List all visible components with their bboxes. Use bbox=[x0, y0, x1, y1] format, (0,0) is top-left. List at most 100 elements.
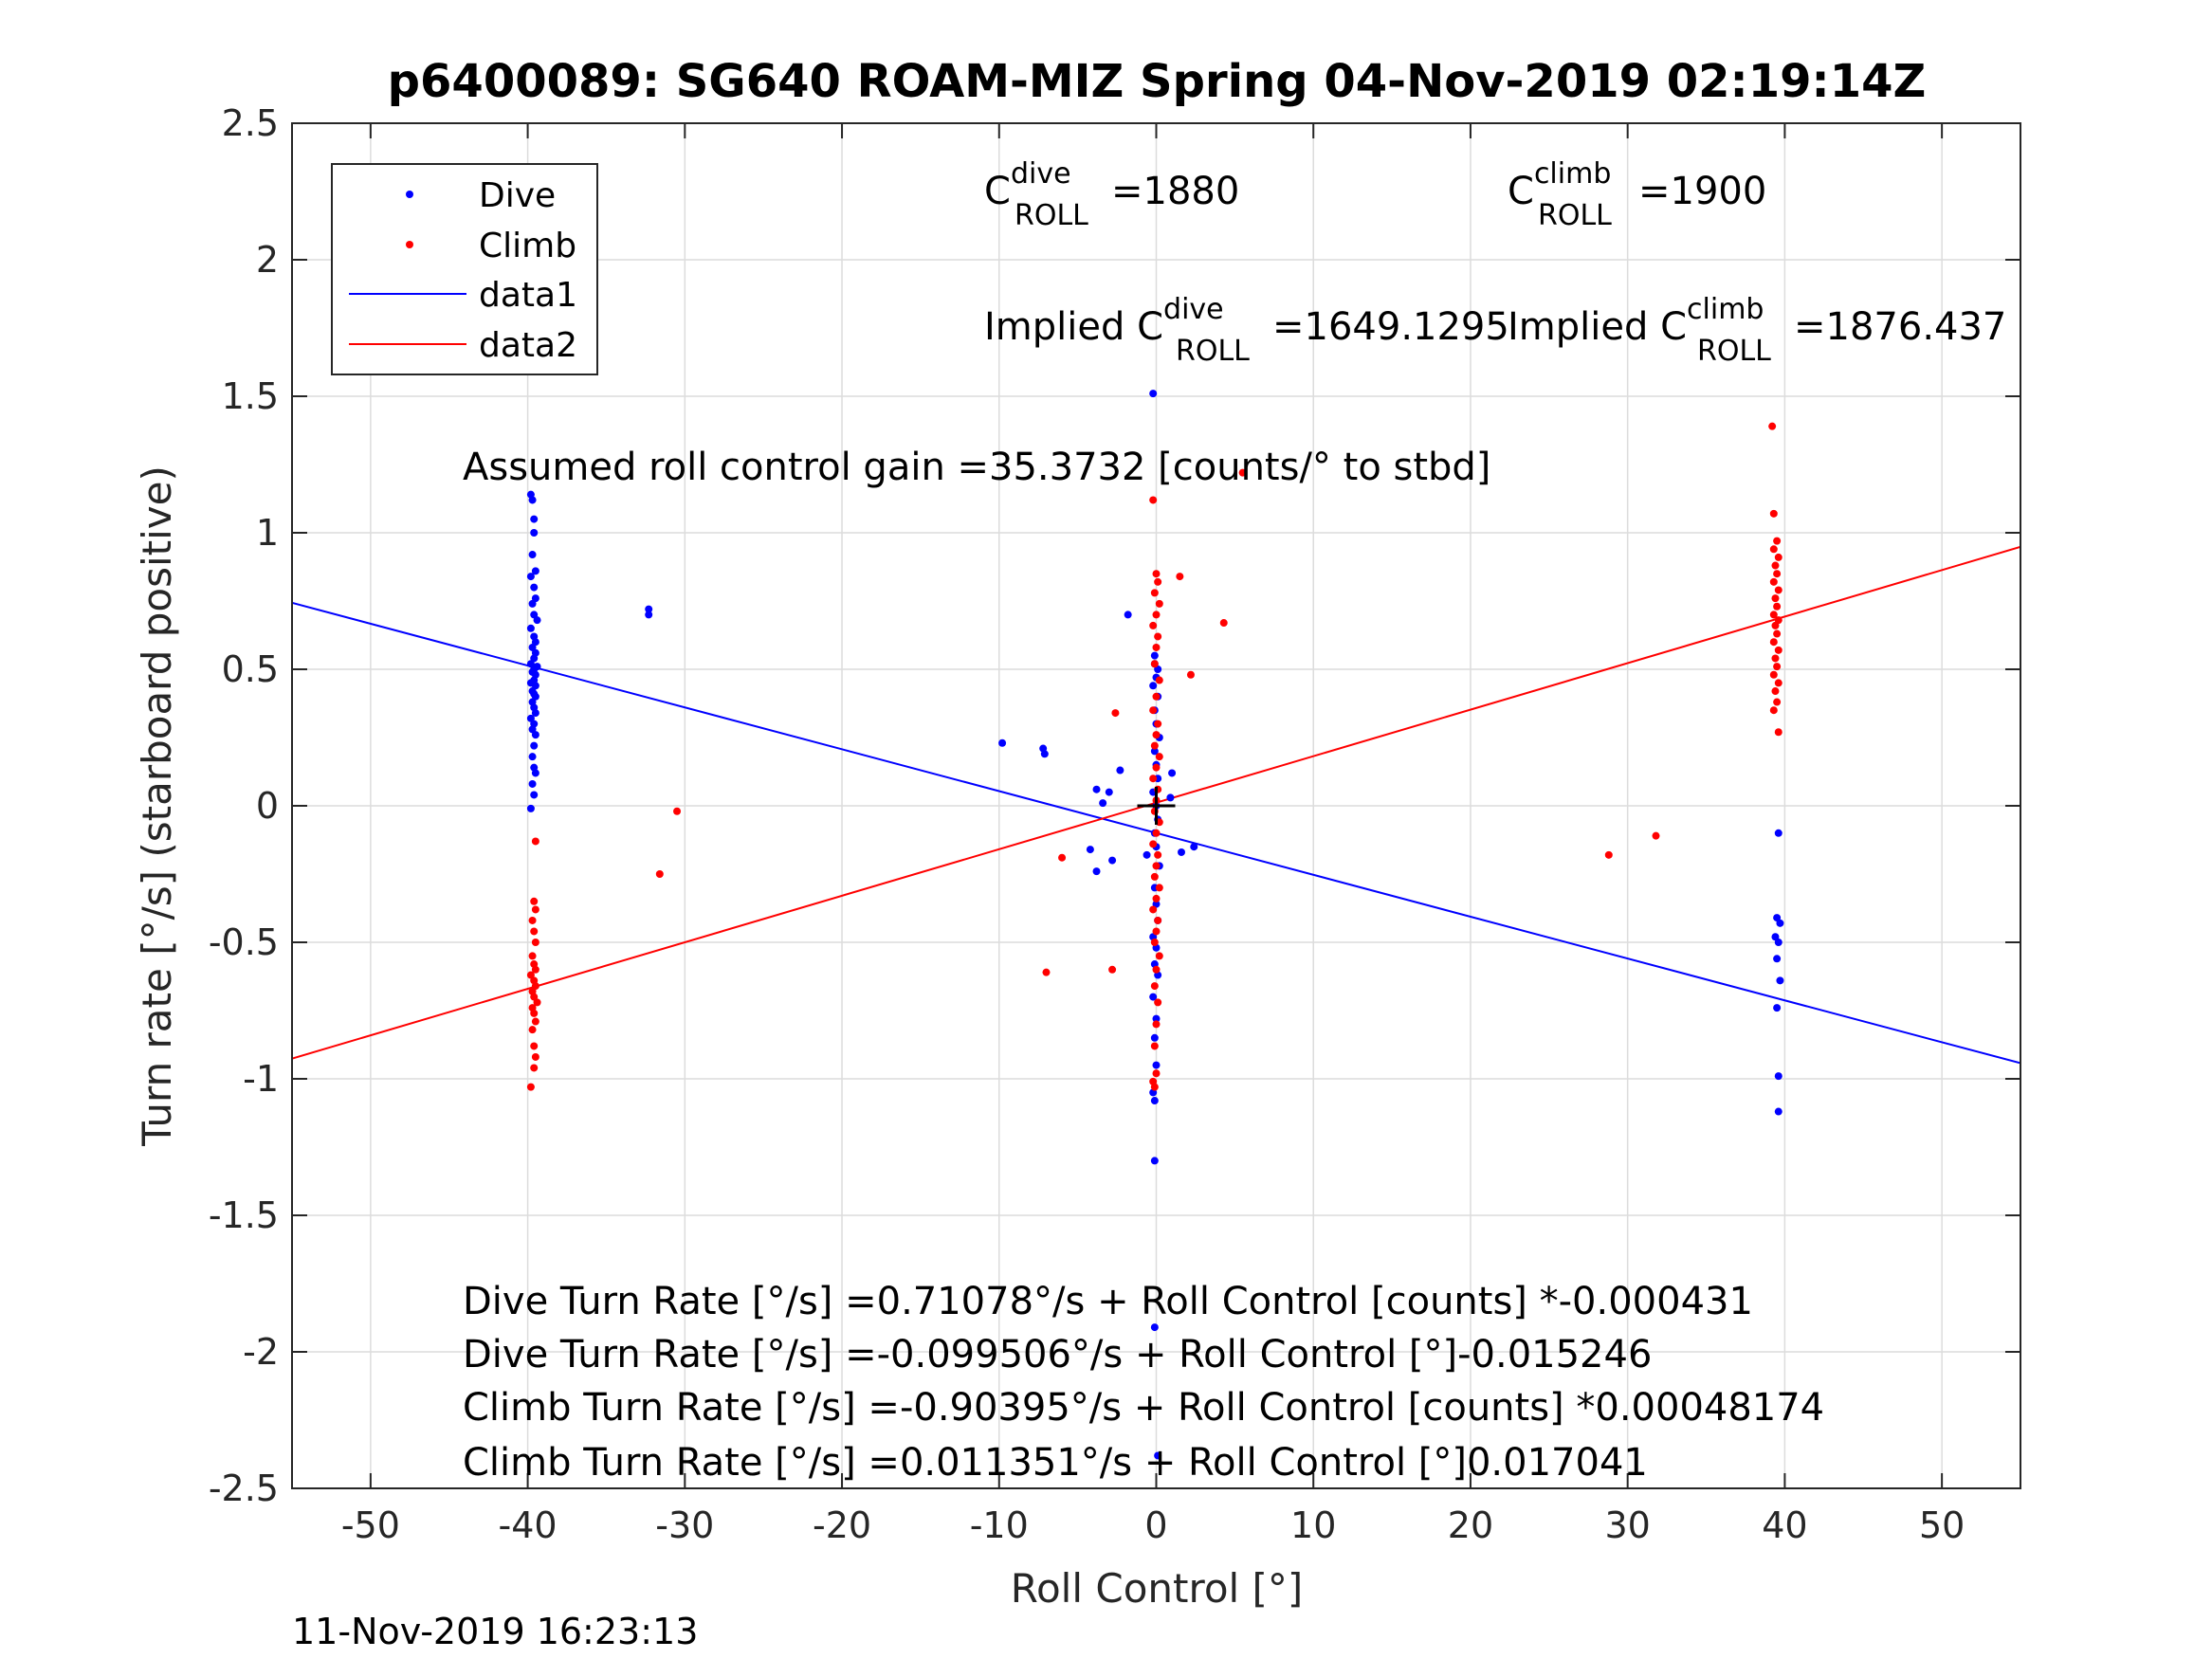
climb-point bbox=[528, 1026, 537, 1034]
c-dive-sup: dive bbox=[1011, 157, 1071, 191]
dive-point bbox=[1150, 1157, 1159, 1165]
climb-point bbox=[1774, 679, 1782, 687]
climb-point bbox=[1768, 422, 1777, 430]
y-tick-label: 2 bbox=[256, 239, 279, 281]
climb-point bbox=[1155, 753, 1163, 761]
dive-point bbox=[1774, 1072, 1782, 1081]
dive-point bbox=[1774, 829, 1782, 837]
dive-point bbox=[1178, 848, 1186, 856]
climb-point bbox=[1149, 621, 1158, 629]
y-tick-label: -1 bbox=[243, 1058, 279, 1100]
c-climb-val: =1900 bbox=[1638, 170, 1766, 213]
climb-point bbox=[1773, 629, 1782, 638]
climb-point bbox=[1219, 619, 1228, 628]
dive-point bbox=[530, 741, 539, 750]
legend-dive-label: Dive bbox=[479, 176, 556, 215]
dive-point bbox=[1150, 747, 1159, 756]
y-tick-label: -2.5 bbox=[209, 1468, 279, 1509]
climb-point bbox=[1155, 952, 1163, 960]
origin-marker bbox=[1137, 787, 1176, 825]
legend: Dive Climb data1 data2 bbox=[331, 163, 598, 375]
climb-point bbox=[1769, 611, 1778, 619]
implied-dive-val: =1649.1295 bbox=[1272, 305, 1509, 349]
dive-point bbox=[1773, 1004, 1782, 1012]
legend-climb-marker bbox=[406, 241, 413, 248]
c-dive-sub: ROLL bbox=[1015, 199, 1088, 232]
climb-point bbox=[1176, 573, 1184, 581]
dive-point bbox=[530, 529, 539, 537]
x-tick-label: -30 bbox=[655, 1504, 714, 1546]
climb-point bbox=[1152, 1020, 1161, 1029]
dive-point bbox=[1092, 785, 1101, 793]
climb-point bbox=[530, 1042, 539, 1050]
climb-point bbox=[1771, 561, 1780, 570]
climb-point bbox=[1152, 763, 1161, 772]
annotations: Cdive ROLL =1880 Cclimb ROLL =1900 Implied C… bbox=[463, 157, 2006, 1485]
dive-point bbox=[528, 779, 537, 788]
climb-point bbox=[1150, 939, 1159, 946]
climb-point bbox=[531, 1052, 539, 1061]
x-tick-label: 50 bbox=[1919, 1504, 1965, 1546]
climb-point bbox=[1773, 698, 1782, 706]
dive-point bbox=[531, 567, 539, 575]
climb-point bbox=[1152, 570, 1161, 578]
climb-point bbox=[1149, 905, 1158, 914]
c-climb-sup: climb bbox=[1534, 157, 1611, 191]
climb-point bbox=[1155, 599, 1163, 608]
dive-point bbox=[1166, 793, 1175, 802]
y-tick-labels: 2.5 2 1.5 1 0.5 0 -0.5 -1 -1.5 -2 -2.5 bbox=[209, 102, 279, 1509]
implied-climb-pre: Implied C bbox=[1508, 305, 1687, 349]
c-climb-annotation: Cclimb ROLL =1900 bbox=[1508, 157, 1766, 232]
equation-4: Climb Turn Rate [°/s] =0.011351°/s + Rol… bbox=[463, 1441, 1648, 1485]
dive-point bbox=[1774, 1107, 1782, 1116]
dive-point bbox=[1150, 1097, 1159, 1105]
x-tick-label: 30 bbox=[1605, 1504, 1651, 1546]
legend-data2-label: data2 bbox=[479, 326, 577, 365]
climb-point bbox=[531, 965, 539, 974]
dive-point bbox=[1040, 750, 1049, 758]
climb-point bbox=[1111, 709, 1120, 718]
x-tick-label: -20 bbox=[813, 1504, 871, 1546]
climb-point bbox=[1604, 850, 1613, 859]
climb-point bbox=[1771, 621, 1780, 629]
climb-point bbox=[1238, 468, 1247, 477]
climb-point bbox=[1154, 998, 1162, 1007]
dive-point bbox=[526, 573, 535, 581]
climb-point bbox=[1769, 545, 1778, 554]
climb-point bbox=[1154, 850, 1162, 859]
climb-point bbox=[1150, 872, 1159, 881]
dive-point bbox=[1773, 955, 1782, 963]
dive-point bbox=[1092, 867, 1101, 876]
climb-point bbox=[531, 837, 539, 846]
legend-box bbox=[331, 163, 598, 375]
dive-point bbox=[1143, 850, 1151, 859]
x-tick-label: 10 bbox=[1290, 1504, 1336, 1546]
x-tick-label: -40 bbox=[499, 1504, 558, 1546]
climb-point bbox=[1154, 720, 1162, 728]
climb-point bbox=[1773, 663, 1782, 671]
climb-point bbox=[1773, 537, 1782, 545]
climb-point bbox=[1774, 646, 1782, 654]
dive-point bbox=[530, 515, 539, 523]
dive-point bbox=[526, 624, 535, 632]
climb-point bbox=[1769, 577, 1778, 586]
dive-point bbox=[528, 599, 537, 608]
dive-point bbox=[1774, 939, 1782, 946]
x-tick-label: 40 bbox=[1762, 1504, 1807, 1546]
y-tick-label: -1.5 bbox=[209, 1194, 279, 1236]
climb-point bbox=[1154, 632, 1162, 641]
climb-point bbox=[531, 939, 539, 946]
x-tick-label: -50 bbox=[341, 1504, 400, 1546]
gain-annotation: Assumed roll control gain =35.3732 [coun… bbox=[463, 446, 1490, 489]
timestamp: 11-Nov-2019 16:23:13 bbox=[292, 1611, 698, 1652]
dive-point bbox=[998, 738, 1007, 747]
y-tick-label: 0.5 bbox=[222, 648, 279, 690]
x-tick-label: 0 bbox=[1144, 1504, 1167, 1546]
climb-point bbox=[1769, 638, 1778, 647]
c-dive-base: C bbox=[984, 170, 1011, 213]
dive-point bbox=[1116, 766, 1124, 775]
dive-point bbox=[1776, 919, 1784, 927]
dive-point bbox=[1149, 682, 1158, 690]
climb-point bbox=[1152, 829, 1161, 837]
dive-point bbox=[1099, 799, 1107, 808]
